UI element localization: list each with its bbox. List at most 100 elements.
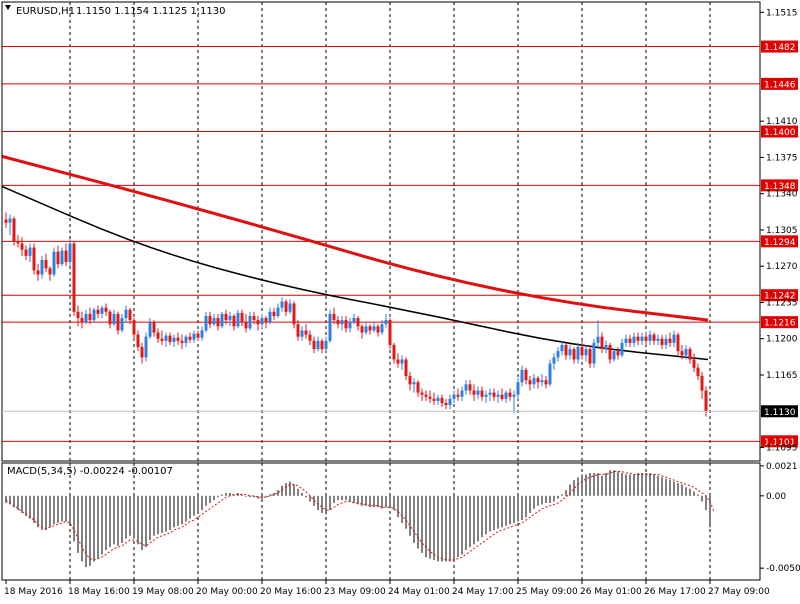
- symbol-label: EURUSD,H1: [16, 6, 75, 17]
- macd-bar: [125, 495, 127, 539]
- macd-bar: [309, 495, 311, 502]
- price-tick-label: 1.1270: [766, 262, 798, 272]
- macd-bar: [585, 474, 587, 496]
- macd-bar: [453, 495, 455, 561]
- macd-bar: [485, 495, 487, 535]
- macd-bar: [5, 495, 7, 503]
- macd-bar: [553, 495, 555, 502]
- price-pane-frame: [1, 1, 761, 462]
- candle-body: [632, 336, 636, 343]
- macd-bar: [21, 495, 23, 513]
- macd-bar: [409, 495, 411, 536]
- candle-body: [512, 394, 516, 397]
- level-label-bg: [761, 316, 798, 329]
- macd-bar: [193, 495, 195, 516]
- macd-bar: [269, 494, 271, 496]
- candle-body: [444, 402, 448, 406]
- macd-bar: [501, 495, 503, 528]
- candle-body: [156, 332, 160, 339]
- level-label-bg: [761, 77, 798, 90]
- macd-bar: [81, 495, 83, 562]
- macd-bar: [597, 472, 599, 496]
- macd-bar: [373, 495, 375, 508]
- macd-bar: [385, 495, 387, 508]
- macd-bar: [505, 495, 507, 526]
- price-tick-label: 1.1095: [766, 444, 798, 454]
- macd-bar: [57, 495, 59, 523]
- candle-body: [652, 334, 656, 341]
- candle-body: [296, 324, 300, 337]
- candle-body: [496, 394, 500, 397]
- macd-bar: [457, 495, 459, 558]
- macd-bar: [377, 495, 379, 508]
- macd-bar: [153, 495, 155, 536]
- candle-body: [236, 312, 240, 327]
- candle-body: [616, 351, 620, 356]
- macd-bar: [165, 495, 167, 532]
- candle-body: [240, 312, 244, 323]
- macd-bar: [581, 474, 583, 496]
- macd-bar: [241, 494, 243, 496]
- macd-bar: [161, 495, 163, 533]
- candle-body: [460, 390, 464, 397]
- macd-bar: [325, 495, 327, 515]
- candle-body: [44, 259, 48, 269]
- macd-bar: [293, 484, 295, 496]
- horizontal-levels[interactable]: 1.14821.14461.14001.13481.12941.12421.12…: [2, 40, 798, 448]
- candle-body: [80, 318, 84, 323]
- level-label-bg: [761, 435, 798, 448]
- candle-body: [168, 335, 172, 342]
- candle-body: [420, 392, 424, 395]
- candle-body: [368, 326, 372, 331]
- level-label-bg: [761, 125, 798, 138]
- candle-body: [560, 344, 564, 352]
- candle-body: [360, 326, 364, 333]
- candle-body: [552, 357, 556, 364]
- candle-body: [332, 313, 336, 321]
- macd-bar: [621, 472, 623, 496]
- candle-body: [252, 315, 256, 321]
- macd-bar: [37, 495, 39, 528]
- candle-body: [136, 334, 140, 348]
- candle-body: [92, 309, 96, 321]
- macd-bar: [349, 495, 351, 502]
- macd-bar: [229, 492, 231, 496]
- macd-bar: [685, 487, 687, 496]
- candle-body: [516, 382, 520, 395]
- macd-bar: [641, 472, 643, 496]
- macd-bar: [369, 495, 371, 508]
- candle-body: [96, 309, 100, 314]
- candle-body: [324, 340, 328, 350]
- candle-body: [256, 320, 260, 325]
- macd-bar: [545, 495, 547, 503]
- macd-bar: [45, 495, 47, 531]
- candle-body: [4, 219, 8, 223]
- current-price-label: 1.1130: [764, 408, 796, 418]
- macd-bar: [417, 495, 419, 549]
- candle-body: [640, 336, 644, 341]
- candle-body: [452, 394, 456, 399]
- price-tick-label: 1.1515: [766, 8, 798, 18]
- candle-body: [152, 322, 156, 333]
- moving-average-fast: [1, 185, 709, 361]
- candle-body: [668, 338, 672, 343]
- macd-bar: [213, 495, 215, 501]
- macd-bar: [465, 495, 467, 551]
- candle-body: [396, 359, 400, 364]
- macd-bar: [489, 495, 491, 532]
- candle-body: [76, 311, 80, 319]
- macd-bar: [425, 495, 427, 558]
- candle-body: [224, 313, 228, 321]
- candle-body: [216, 318, 220, 327]
- dropdown-triangle-icon[interactable]: [5, 5, 11, 10]
- time-label: 18 May 2016: [4, 587, 63, 597]
- macd-bar: [105, 495, 107, 551]
- macd-bar: [709, 495, 711, 528]
- candle-body: [580, 347, 584, 356]
- candle-body: [124, 309, 128, 319]
- candle-body: [344, 320, 348, 329]
- candle-body: [248, 315, 252, 329]
